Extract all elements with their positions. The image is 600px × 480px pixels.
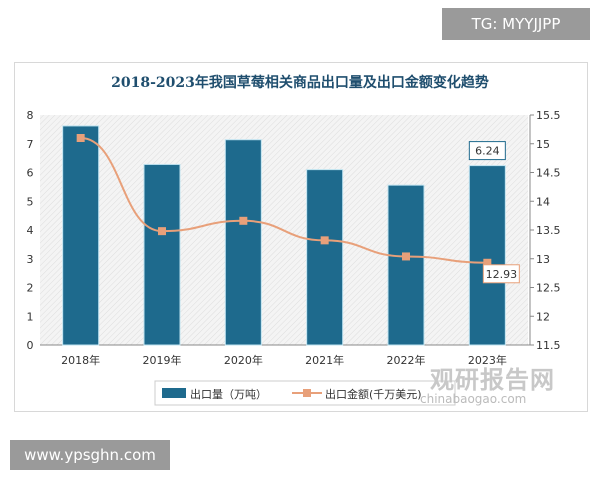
legend-line-marker (303, 389, 311, 397)
left-tick-label: 6 (27, 167, 34, 180)
line-data-label: 12.93 (486, 268, 518, 281)
x-tick-label: 2021年 (305, 353, 344, 367)
right-tick-label: 11.5 (536, 339, 561, 352)
right-tick-label: 12 (536, 310, 550, 323)
left-tick-label: 3 (27, 253, 34, 266)
bar-2023年 (468, 165, 506, 346)
line-point-2019年 (158, 227, 166, 236)
site-watermark: www.ypsghn.com (10, 440, 170, 470)
line-point-2020年 (239, 216, 248, 225)
brand-url-watermark: chinabaogao.com (420, 392, 527, 406)
bar-2022年 (387, 184, 425, 346)
line-point-2021年 (320, 236, 329, 245)
x-tick-label: 2019年 (143, 353, 182, 367)
x-tick-label: 2020年 (224, 353, 263, 367)
bar-data-label-box (468, 141, 506, 161)
line-point-2018年 (76, 134, 85, 142)
brand-watermark: 观研报告网 (430, 366, 555, 394)
line-point-2022年 (402, 252, 410, 261)
x-tick-label: 2023年 (468, 353, 507, 367)
bar-2018年 (62, 125, 100, 346)
x-tick-label: 2018年 (61, 353, 100, 367)
legend-bar-label: 出口量（万吨） (190, 387, 267, 401)
left-tick-label: 2 (27, 282, 34, 295)
right-tick-label: 14.5 (536, 167, 561, 180)
bar-2021年 (306, 169, 344, 346)
right-tick-label: 12.5 (536, 282, 561, 295)
line-data-label-box (482, 264, 520, 284)
bar-data-label: 6.24 (475, 145, 500, 158)
right-tick-label: 13.5 (536, 224, 561, 237)
left-tick-label: 7 (27, 138, 34, 151)
legend-line-label: 出口金额(千万美元) (325, 387, 422, 401)
left-tick-label: 1 (27, 310, 34, 323)
left-tick-label: 4 (27, 224, 34, 237)
right-tick-label: 15.5 (536, 109, 561, 122)
left-tick-label: 0 (27, 339, 34, 352)
right-tick-label: 15 (536, 138, 550, 151)
x-tick-label: 2022年 (387, 353, 426, 367)
tg-watermark: TG: MYYJJPP (442, 8, 590, 40)
chart-frame (14, 62, 588, 412)
right-tick-label: 14 (536, 195, 550, 208)
bar-2020年 (224, 139, 262, 346)
bar-2019年 (143, 163, 181, 346)
legend-bar-swatch (162, 388, 186, 398)
right-tick-label: 13 (536, 253, 550, 266)
chart-title: 2018-2023年我国草莓相关商品出口量及出口金额变化趋势 (111, 74, 489, 91)
line-point-2023年 (483, 258, 492, 267)
left-tick-label: 5 (27, 195, 34, 208)
left-tick-label: 8 (27, 109, 34, 122)
